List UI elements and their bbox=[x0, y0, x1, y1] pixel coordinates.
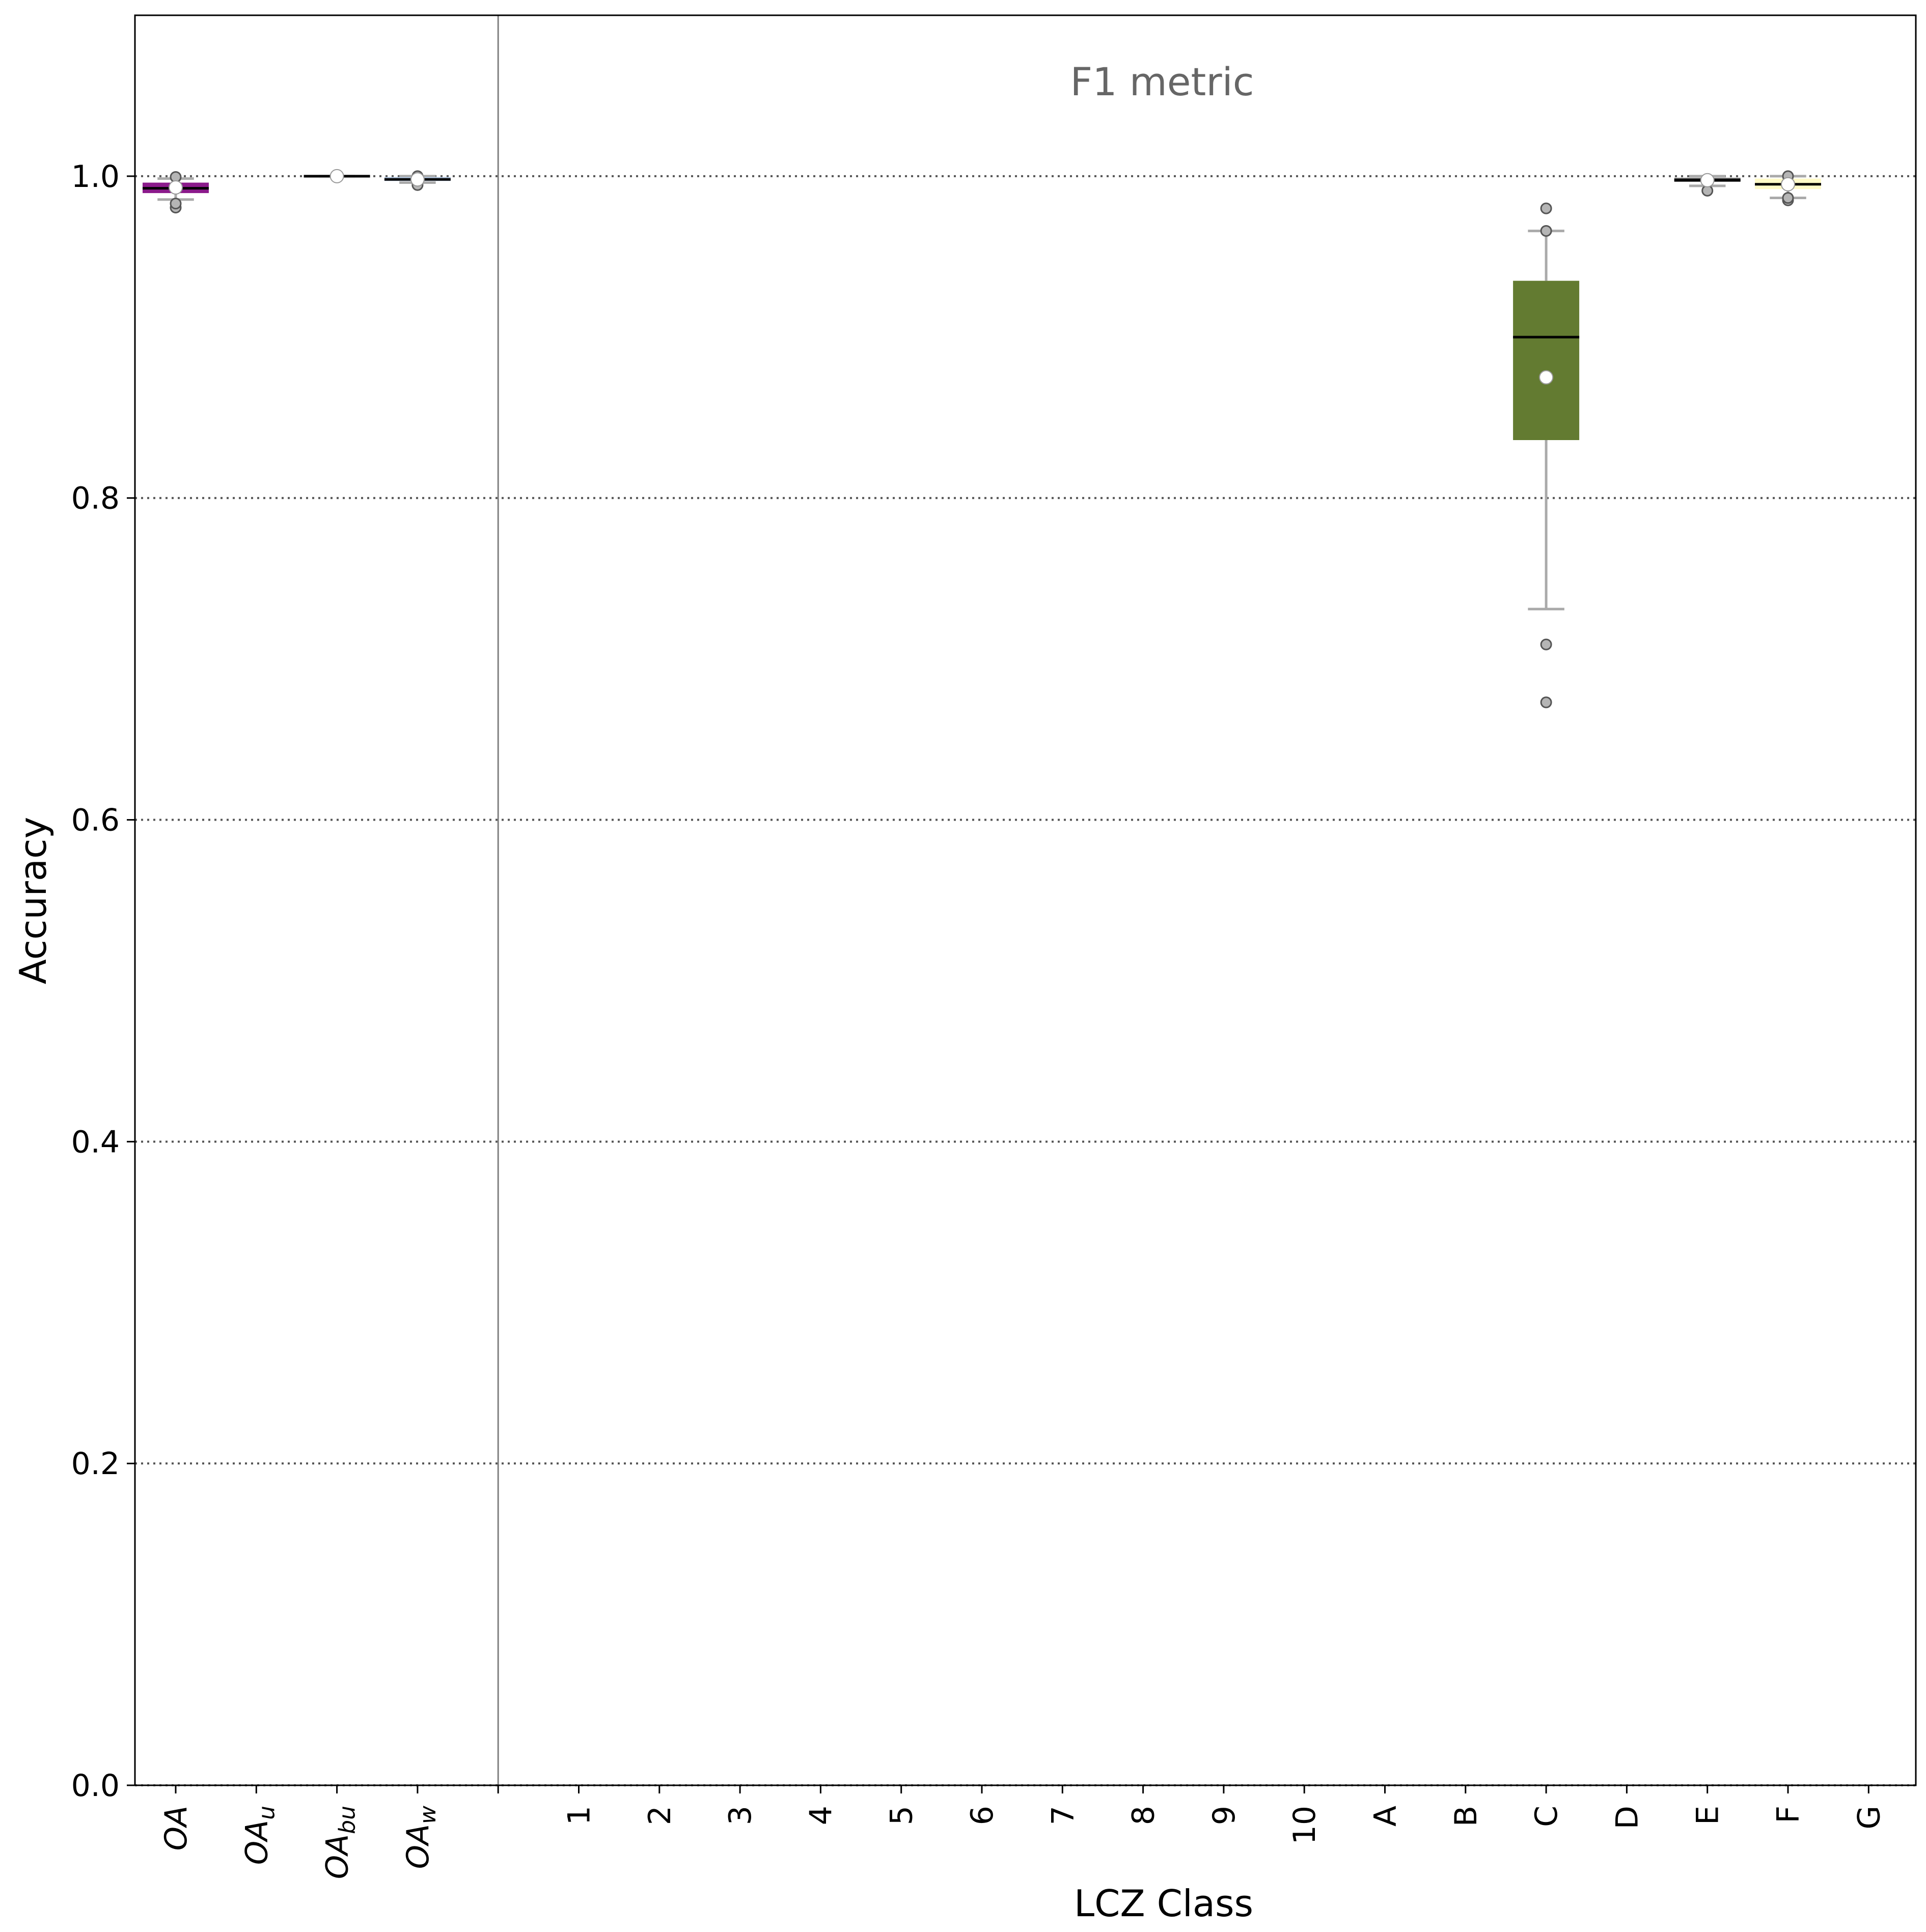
x-tick-label-main: OA bbox=[320, 1834, 355, 1879]
x-tick-label-sub: u bbox=[254, 1806, 280, 1820]
mean-marker bbox=[1781, 177, 1795, 192]
outlier-point bbox=[1782, 192, 1794, 204]
box-group bbox=[1674, 173, 1741, 197]
box-group bbox=[1513, 202, 1580, 709]
x-tick-label: 4 bbox=[803, 1806, 839, 1825]
x-tick-label-main: F bbox=[1771, 1806, 1806, 1824]
x-tick-label-main: 9 bbox=[1206, 1806, 1242, 1825]
x-tick-label-sub: w bbox=[415, 1805, 441, 1824]
y-tick-label: 0.0 bbox=[71, 1768, 120, 1804]
x-tick-label: 6 bbox=[965, 1806, 1000, 1825]
y-axis-label: Accuracy bbox=[12, 817, 54, 985]
box-group bbox=[1755, 170, 1821, 206]
mean-marker bbox=[1700, 173, 1715, 187]
x-tick-label: F bbox=[1771, 1806, 1806, 1824]
y-tick-label: 0.6 bbox=[71, 803, 120, 838]
x-tick-label-main: 1 bbox=[562, 1806, 597, 1825]
x-tick-label-main: G bbox=[1851, 1806, 1887, 1830]
x-tick-label-main: A bbox=[1368, 1806, 1404, 1827]
x-tick-label-main: 2 bbox=[642, 1806, 678, 1825]
x-tick-label-main: C bbox=[1529, 1806, 1564, 1827]
x-tick-label: 1 bbox=[562, 1806, 597, 1825]
outlier-point bbox=[1540, 638, 1552, 650]
x-tick-label: E bbox=[1690, 1806, 1726, 1825]
x-tick-label: OA bbox=[158, 1806, 194, 1851]
x-tick-label: 3 bbox=[723, 1806, 758, 1825]
outlier-point bbox=[170, 198, 182, 210]
x-tick-label-main: E bbox=[1690, 1806, 1726, 1825]
x-tick-label-main: OA bbox=[400, 1824, 436, 1869]
x-tick-label-main: OA bbox=[158, 1806, 194, 1851]
x-tick-label: 2 bbox=[642, 1806, 678, 1825]
y-tick-label: 0.8 bbox=[71, 481, 120, 516]
x-tick-label-sub: bu bbox=[335, 1806, 361, 1834]
x-tick-label-main: 5 bbox=[884, 1806, 920, 1825]
outlier-point bbox=[1540, 696, 1552, 709]
y-tick-label: 0.2 bbox=[71, 1446, 120, 1482]
outlier-point bbox=[1540, 202, 1552, 214]
box-group bbox=[143, 171, 209, 214]
x-tick-label: G bbox=[1851, 1806, 1887, 1830]
x-tick-label-main: 6 bbox=[965, 1806, 1000, 1825]
x-tick-label: B bbox=[1448, 1806, 1484, 1827]
mean-marker bbox=[169, 180, 183, 195]
x-tick-label: 7 bbox=[1045, 1806, 1081, 1825]
x-tick-label-main: 4 bbox=[803, 1806, 839, 1825]
x-tick-label-main: 8 bbox=[1126, 1806, 1162, 1825]
x-tick-label: 8 bbox=[1126, 1806, 1162, 1825]
x-tick-label-main: OA bbox=[239, 1820, 274, 1865]
chart-annotation: F1 metric bbox=[1070, 59, 1254, 104]
y-tick-label: 0.4 bbox=[71, 1124, 120, 1160]
x-tick-label-main: B bbox=[1448, 1806, 1484, 1827]
x-tick-label: C bbox=[1529, 1806, 1564, 1827]
x-tick-label: OAw bbox=[400, 1805, 441, 1869]
mean-marker bbox=[410, 172, 425, 187]
box-body bbox=[1513, 281, 1580, 440]
outlier-point bbox=[1540, 225, 1552, 237]
x-tick-label: OAu bbox=[239, 1806, 280, 1865]
mean-marker bbox=[1539, 370, 1554, 385]
y-tick-label: 1.0 bbox=[71, 159, 120, 195]
x-tick-label: 5 bbox=[884, 1806, 920, 1825]
x-tick-label-main: 10 bbox=[1287, 1806, 1323, 1844]
x-tick-label: 9 bbox=[1206, 1806, 1242, 1825]
x-tick-label-main: 7 bbox=[1045, 1806, 1081, 1825]
plot-frame bbox=[134, 14, 1917, 1786]
mean-marker bbox=[329, 169, 344, 183]
y-axis-ticks: 0.0 0.2 0.4 0.6 0.8 1.0 bbox=[71, 159, 135, 1804]
box-group bbox=[304, 169, 370, 183]
x-tick-label-main: D bbox=[1609, 1806, 1645, 1829]
x-tick-label: 10 bbox=[1287, 1806, 1323, 1844]
x-tick-label: D bbox=[1609, 1806, 1645, 1829]
x-axis-label: LCZ Class bbox=[1074, 1882, 1253, 1925]
x-tick-label: OAbu bbox=[320, 1806, 361, 1879]
x-tick-label-main: 3 bbox=[723, 1806, 758, 1825]
x-tick-label: A bbox=[1368, 1806, 1404, 1827]
box-group bbox=[384, 170, 451, 191]
box-series bbox=[143, 169, 1821, 709]
